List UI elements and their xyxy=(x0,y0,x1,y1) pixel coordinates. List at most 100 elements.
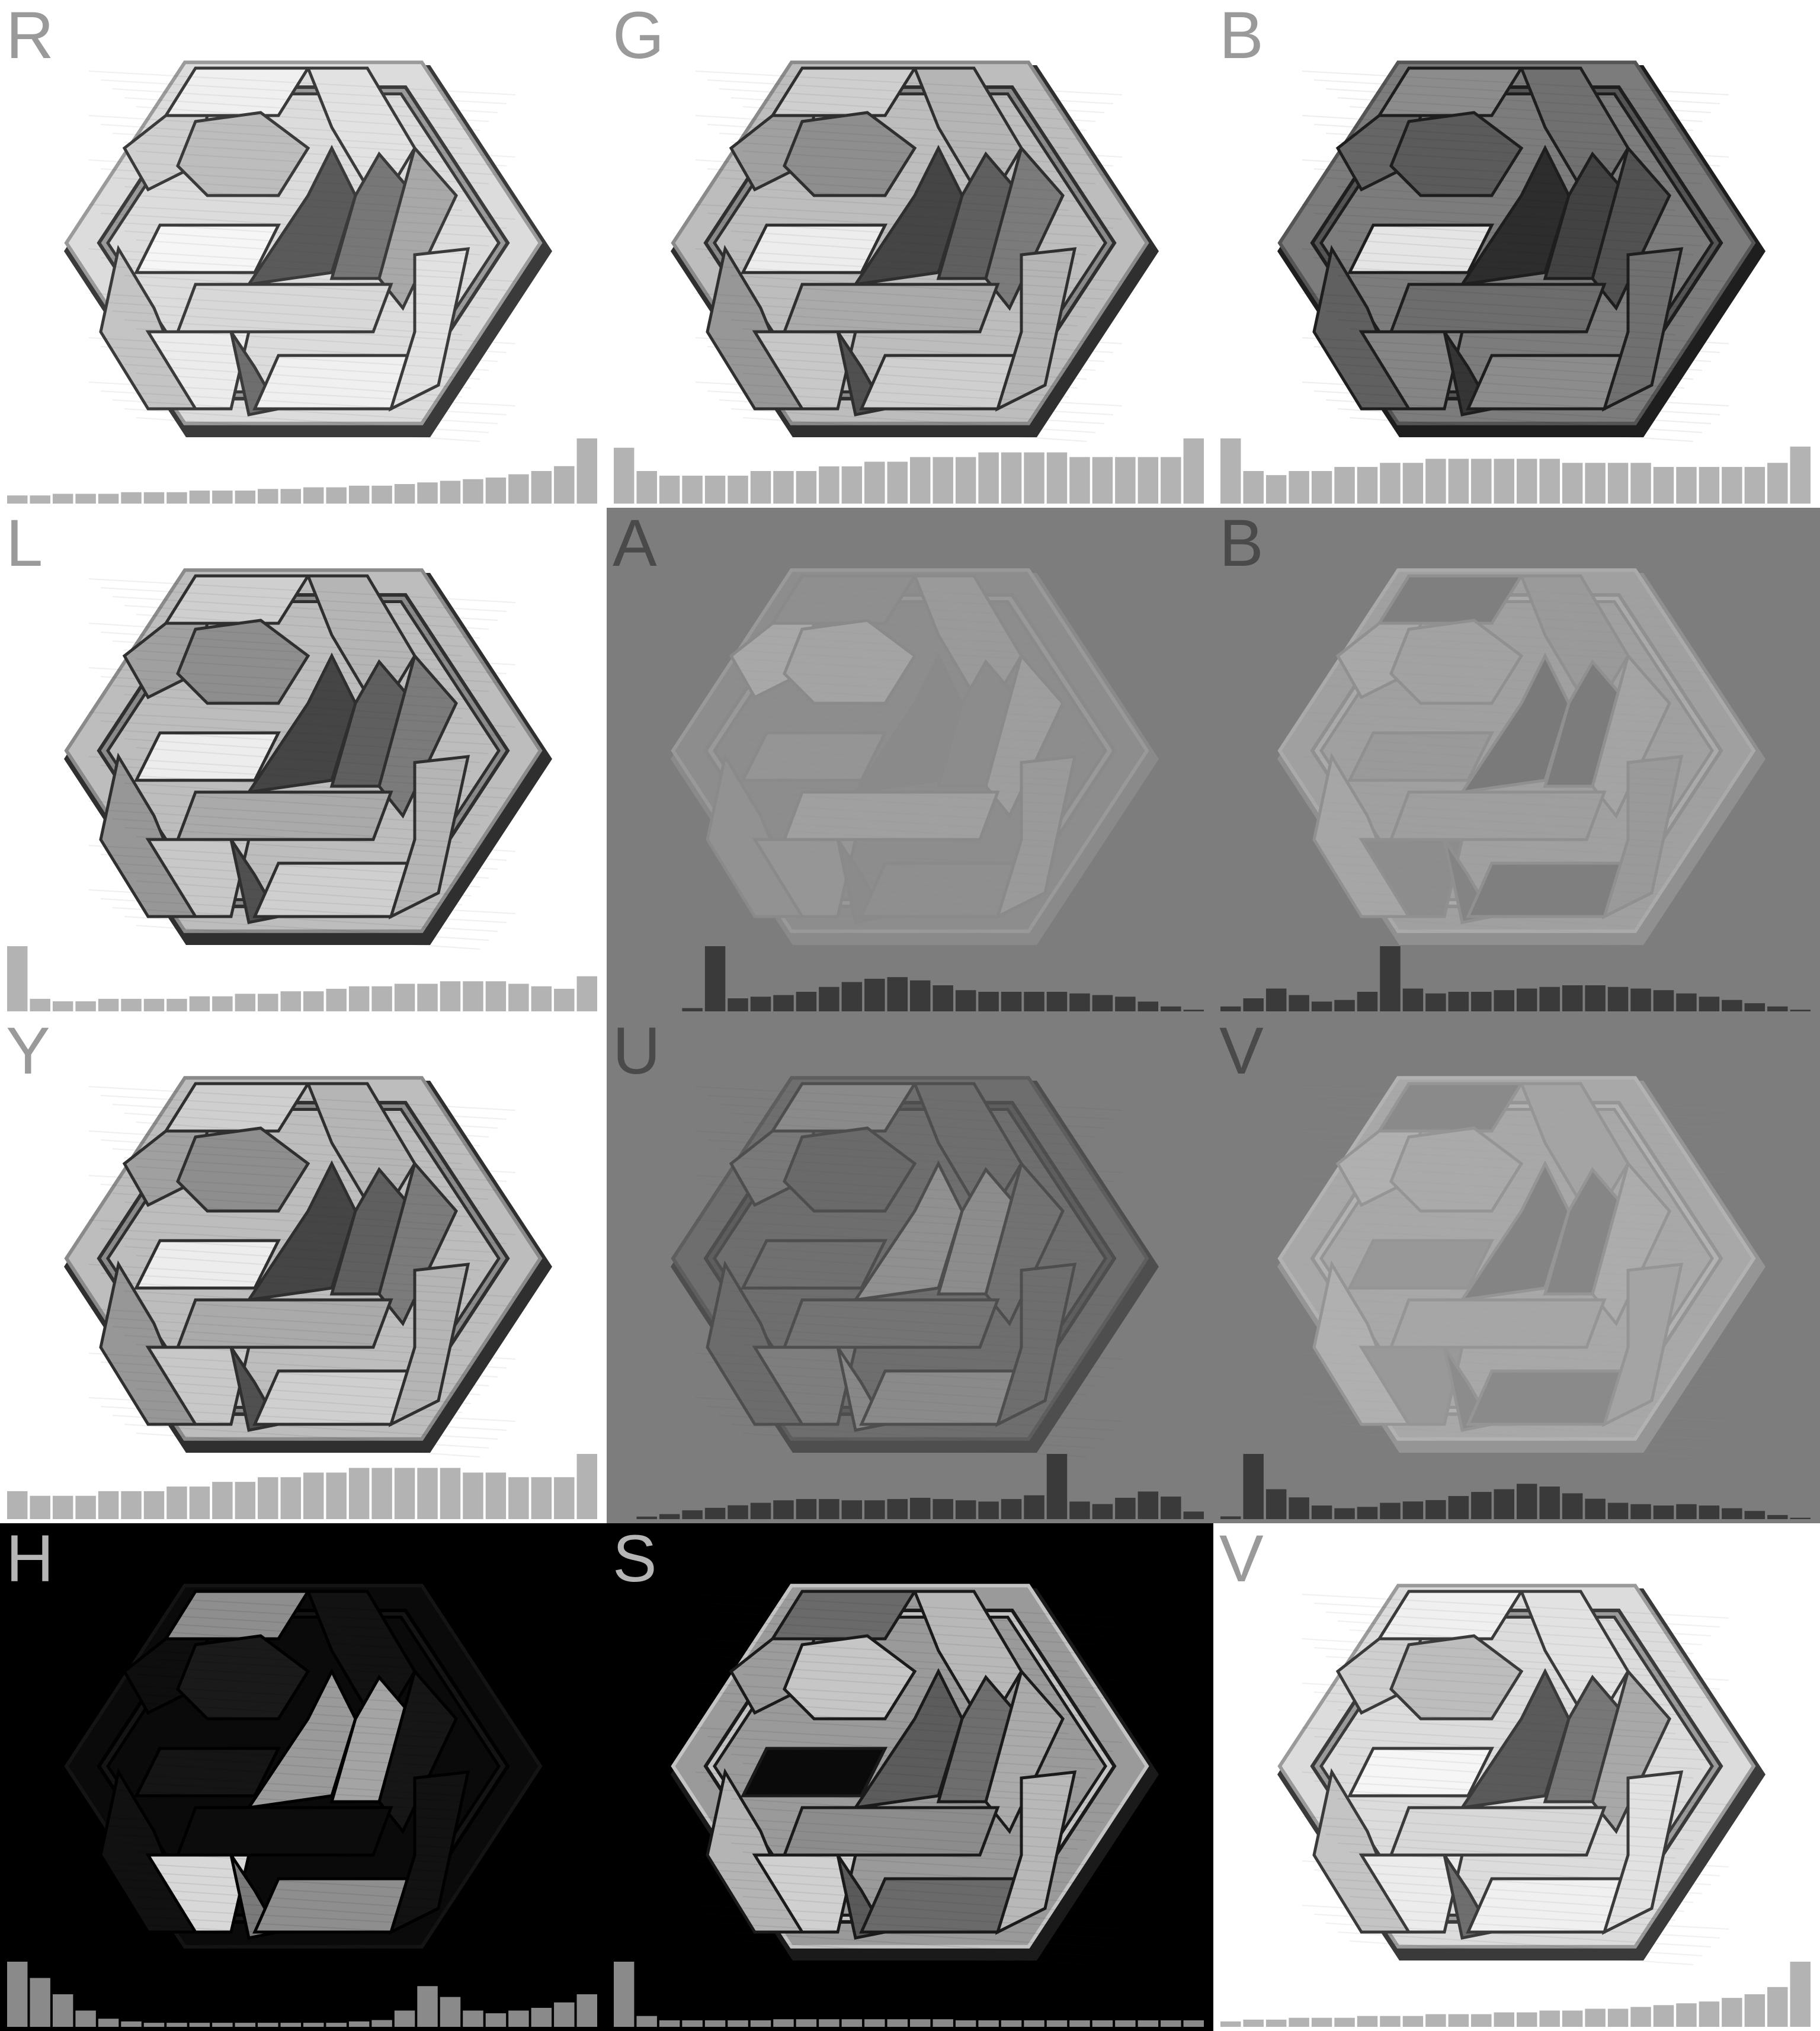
puzzle-piece xyxy=(1347,223,1495,274)
panel-r-channel: R xyxy=(0,0,607,508)
histogram-bar xyxy=(1494,1489,1514,1519)
histogram-bar xyxy=(348,986,370,1011)
puzzle-piece xyxy=(377,1668,458,1834)
puzzle-piece xyxy=(163,574,311,625)
histogram-bar xyxy=(1448,2014,1469,2027)
histogram-bar xyxy=(280,2023,301,2027)
histogram-bar xyxy=(508,984,529,1011)
histogram-bar xyxy=(1001,1499,1022,1519)
histogram-bar xyxy=(371,485,392,504)
histogram-bar xyxy=(841,466,863,504)
histogram-bar xyxy=(1265,475,1287,504)
puzzle-piece xyxy=(1347,1239,1495,1290)
histogram-bar xyxy=(166,1487,187,1519)
histogram-bar xyxy=(1494,990,1514,1011)
histogram-bar xyxy=(978,2020,999,2027)
histogram-bar xyxy=(955,457,976,504)
puzzle-piece xyxy=(995,1770,1077,1935)
puzzle-piece xyxy=(1389,283,1607,334)
puzzle-piece xyxy=(377,145,458,311)
puzzle-piece xyxy=(175,1298,393,1349)
histogram-bar xyxy=(7,495,28,504)
histogram-bar xyxy=(1069,457,1090,504)
histogram-bar xyxy=(235,2023,256,2027)
histogram-bar xyxy=(728,475,748,504)
histogram-bar xyxy=(1265,1489,1287,1519)
histogram-bar xyxy=(1138,1001,1159,1011)
histogram-bar xyxy=(1585,463,1606,504)
puzzle-piece xyxy=(1347,731,1495,782)
panel-label: B xyxy=(1219,0,1264,72)
puzzle-piece xyxy=(729,1129,816,1207)
histogram-bar xyxy=(1425,459,1446,504)
panel-label: V xyxy=(1219,1016,1264,1088)
puzzle-piece xyxy=(1335,1637,1423,1715)
histogram-bar xyxy=(887,2019,908,2027)
puzzle-image xyxy=(7,60,597,504)
histogram-bar xyxy=(1471,992,1492,1011)
puzzle-piece xyxy=(176,1634,310,1721)
histogram-bar xyxy=(636,2016,657,2027)
histogram-bar xyxy=(166,2023,187,2027)
histogram-bar xyxy=(1289,2017,1309,2027)
histogram-bar xyxy=(394,484,415,504)
puzzle-piece xyxy=(740,731,888,782)
histogram-bar xyxy=(1334,1000,1355,1011)
histogram-bar xyxy=(1562,463,1583,504)
panel-label: B xyxy=(1219,508,1264,580)
puzzle-piece xyxy=(122,622,210,700)
puzzle-piece xyxy=(782,1298,1000,1349)
histogram-bar xyxy=(773,1500,794,1519)
puzzle-piece xyxy=(176,619,310,705)
puzzle-piece xyxy=(1358,838,1465,918)
histogram-bar xyxy=(52,1001,73,1011)
puzzle-piece xyxy=(1376,1590,1524,1641)
panel-b-channel: B xyxy=(1213,0,1820,508)
histogram-bar xyxy=(933,457,953,504)
histogram-bar xyxy=(554,988,575,1011)
histogram-bar xyxy=(508,474,529,504)
histogram-bar xyxy=(1539,459,1560,504)
histogram-bar xyxy=(1448,1496,1469,1519)
histogram-bar xyxy=(1069,2020,1090,2027)
histogram-bar xyxy=(1243,998,1264,1011)
histogram-bar xyxy=(554,466,575,504)
histogram-bar xyxy=(1046,2020,1068,2027)
histogram-bar xyxy=(773,995,794,1011)
puzzle-image xyxy=(614,1584,1204,2027)
histogram-bar xyxy=(75,2010,96,2027)
puzzle-piece xyxy=(388,1263,470,1427)
histogram-bar xyxy=(1115,2020,1136,2027)
histogram-bar xyxy=(1311,1001,1332,1011)
histogram-bar xyxy=(796,471,817,504)
histogram-bar xyxy=(121,492,142,504)
histogram-bar xyxy=(554,2002,575,2027)
puzzle-piece xyxy=(1389,1634,1524,1721)
panel-yuv-v-channel: V xyxy=(1213,1016,1820,1523)
histogram-bar xyxy=(750,997,771,1011)
panel-label: Y xyxy=(6,1016,50,1088)
histogram-bar xyxy=(933,985,953,1011)
puzzle-piece xyxy=(145,1346,251,1426)
puzzle-piece xyxy=(1601,247,1684,412)
puzzle-piece xyxy=(752,838,858,918)
histogram-bar xyxy=(704,475,726,504)
histogram-bar xyxy=(1653,990,1674,1011)
panel-label: H xyxy=(6,1523,54,1596)
puzzle-piece xyxy=(783,619,917,705)
puzzle-image xyxy=(671,568,1204,1011)
histogram-bar xyxy=(75,1001,96,1011)
histogram-bar xyxy=(143,492,165,504)
puzzle-piece xyxy=(752,330,858,411)
histogram-bar xyxy=(887,1499,908,1519)
histogram-bar xyxy=(440,1468,461,1519)
histogram-bar xyxy=(1334,1508,1355,1519)
histogram-bar xyxy=(1161,1006,1181,1011)
histogram-bar xyxy=(728,998,748,1011)
histogram-bar xyxy=(1183,1511,1204,1519)
histogram-bar xyxy=(394,1468,415,1519)
histogram-bar xyxy=(1138,2020,1159,2027)
histogram-bar xyxy=(841,1500,863,1519)
histogram-bar xyxy=(1243,2019,1264,2027)
